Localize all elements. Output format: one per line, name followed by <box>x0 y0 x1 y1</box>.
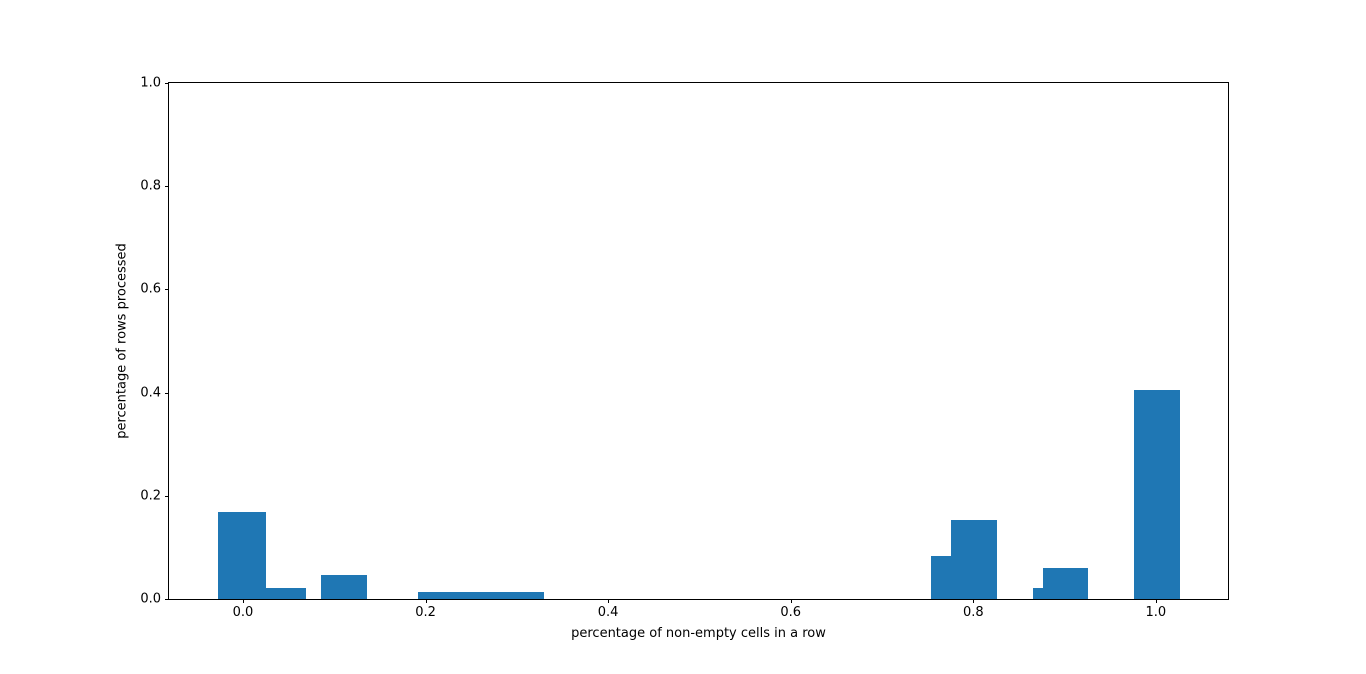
x-tick-label: 0.8 <box>962 605 984 620</box>
y-axis-tick <box>165 495 169 497</box>
histogram-bar <box>418 592 545 599</box>
y-axis-label: percentage of rows processed <box>114 243 130 439</box>
y-tick-label: 0.8 <box>140 178 161 194</box>
histogram-bar <box>1133 390 1180 599</box>
x-tick-label: 0.4 <box>597 605 619 620</box>
histogram-bar <box>1032 587 1043 599</box>
histogram-bar <box>265 587 306 599</box>
histogram-bar <box>951 519 998 599</box>
y-tick-label: 0.0 <box>140 591 161 607</box>
x-tick-label: 0.0 <box>232 605 254 620</box>
x-axis-tick <box>973 599 975 603</box>
histogram-bar <box>218 512 266 599</box>
x-axis-tick <box>790 599 792 603</box>
x-tick-label: 0.2 <box>415 605 436 620</box>
x-axis-tick <box>242 599 244 603</box>
y-axis-tick <box>165 289 169 291</box>
y-axis-tick <box>165 392 169 394</box>
y-axis-tick <box>165 599 169 600</box>
histogram-bar <box>1042 567 1089 599</box>
x-axis-tick <box>608 599 610 603</box>
x-axis-tick <box>1155 599 1157 603</box>
y-tick-label: 0.2 <box>140 488 161 504</box>
y-tick-label: 0.6 <box>140 281 161 297</box>
histogram-bar <box>321 574 368 599</box>
y-axis-tick <box>165 186 169 188</box>
y-tick-label: 1.0 <box>140 75 161 91</box>
x-tick-label: 1.0 <box>1145 605 1167 620</box>
x-tick-label: 0.6 <box>780 605 802 620</box>
y-tick-label: 0.4 <box>140 385 161 401</box>
histogram-bar <box>931 555 952 599</box>
x-axis-tick <box>425 599 427 603</box>
y-axis-tick <box>165 83 169 84</box>
x-axis-label: percentage of non-empty cells in a row <box>571 626 826 641</box>
plot-area: 0.0 0.2 0.4 0.6 0.8 1.0 0.0 0.2 0.4 0.6 0.8 1.0 <box>140 77 1229 619</box>
